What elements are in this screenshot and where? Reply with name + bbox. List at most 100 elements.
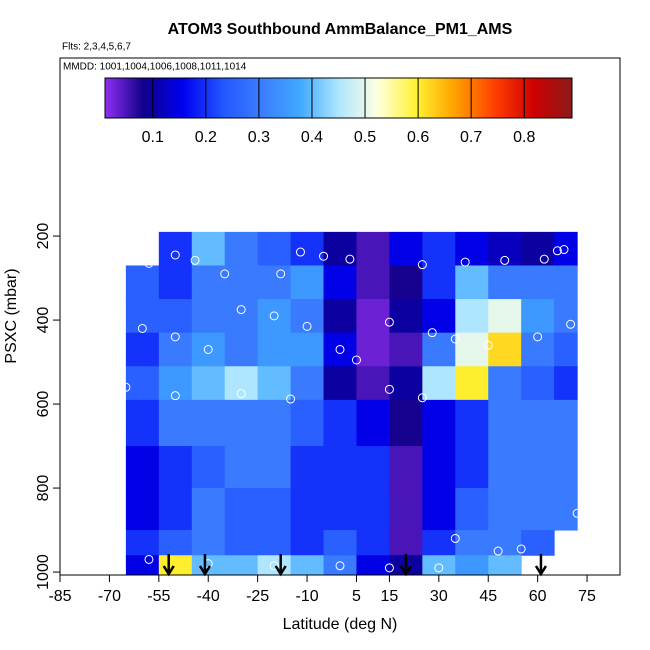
observation-point xyxy=(286,394,296,404)
y-tick-label: 400 xyxy=(35,307,52,334)
heat-cell xyxy=(191,488,226,531)
observation-point xyxy=(539,254,549,264)
heat-cell xyxy=(323,231,357,266)
colorbar-tick-label: 0.6 xyxy=(407,129,429,146)
y-tick-label: 600 xyxy=(35,391,52,418)
observation-point xyxy=(460,257,470,267)
heat-cell xyxy=(224,530,259,556)
heat-cell xyxy=(191,299,226,334)
heat-cell xyxy=(257,265,292,300)
observation-point xyxy=(566,319,576,329)
observation-point xyxy=(137,323,147,333)
heat-cell xyxy=(422,265,456,300)
heat-cell xyxy=(488,366,522,401)
heat-cell xyxy=(323,446,357,489)
subtitle: Flts: 2,3,4,5,6,7 xyxy=(62,42,131,53)
observation-point xyxy=(236,305,246,315)
observation-point xyxy=(335,561,345,571)
x-tick-label: 15 xyxy=(381,588,399,605)
heat-cell xyxy=(521,446,555,489)
heat-cell xyxy=(422,555,456,576)
heat-cell xyxy=(356,555,390,576)
observation-point xyxy=(417,393,427,403)
heat-cell xyxy=(224,399,259,447)
observation-point xyxy=(450,533,460,543)
heat-cell xyxy=(125,265,160,300)
heat-cell xyxy=(422,332,456,367)
heat-cell xyxy=(224,446,259,489)
y-axis-label: PSXC (mbar) xyxy=(3,268,20,363)
heat-cell xyxy=(125,299,160,334)
observation-point xyxy=(114,245,124,255)
heat-cell xyxy=(521,530,555,556)
heat-cell xyxy=(455,299,489,334)
heat-cell xyxy=(356,446,390,489)
heat-cell xyxy=(125,530,160,556)
colorbar xyxy=(104,77,573,119)
heat-cell xyxy=(455,265,489,300)
observation-point xyxy=(384,563,394,573)
observation-point xyxy=(500,255,510,265)
heat-cell xyxy=(389,488,423,531)
heat-cell xyxy=(455,555,489,576)
heat-cell xyxy=(554,446,578,489)
heat-cell xyxy=(290,488,325,531)
heat-cell xyxy=(257,299,292,334)
observation-point xyxy=(493,546,503,556)
heat-cell xyxy=(356,299,390,334)
observation-point xyxy=(351,355,361,365)
plot-frame xyxy=(59,57,621,576)
heat-cell xyxy=(290,332,325,367)
heat-cell xyxy=(389,446,423,489)
x-tick-label: -40 xyxy=(197,588,220,605)
colorbar-tick-label: 0.7 xyxy=(460,129,482,146)
observation-point xyxy=(144,554,154,564)
observation-point xyxy=(384,317,394,327)
arrow xyxy=(162,554,175,577)
heat-cell xyxy=(125,488,160,531)
observation-point xyxy=(95,244,105,254)
heat-cell xyxy=(290,231,325,266)
heat-cell xyxy=(290,446,325,489)
observation-point xyxy=(450,334,460,344)
heat-cell xyxy=(257,231,292,266)
observation-point xyxy=(88,512,98,522)
x-tick-label: -70 xyxy=(98,588,121,605)
arrow xyxy=(274,554,287,577)
heat-cell xyxy=(422,231,456,266)
observation-point xyxy=(104,315,114,325)
heat-cell xyxy=(521,299,555,334)
heat-cell xyxy=(158,399,193,447)
heat-cell xyxy=(389,399,423,447)
heat-cell xyxy=(455,488,489,531)
heat-cell xyxy=(257,446,292,489)
y-tick-label: 1000 xyxy=(35,554,52,590)
x-tick-label: 5 xyxy=(352,588,361,605)
observation-point xyxy=(170,332,180,342)
heat-cell xyxy=(191,332,226,367)
heat-cell xyxy=(125,366,160,401)
annotation: MMDD: 1001,1004,1006,1008,1011,1014 xyxy=(63,62,247,73)
heat-cell xyxy=(389,332,423,367)
colorbar-tick-label: 0.8 xyxy=(513,129,535,146)
x-tick-label: -25 xyxy=(246,588,269,605)
heat-cell xyxy=(158,231,193,266)
heat-cell xyxy=(521,231,555,266)
heat-cell xyxy=(191,265,226,300)
heat-cell xyxy=(290,555,325,576)
heat-cell xyxy=(521,332,555,367)
colorbar-tick-label: 0.4 xyxy=(301,129,323,146)
heat-cell xyxy=(191,530,226,556)
heat-cell xyxy=(554,299,578,334)
observation-point xyxy=(121,382,131,392)
heat-cell xyxy=(224,332,259,367)
observation-point xyxy=(572,508,582,518)
heat-cell xyxy=(158,446,193,489)
heat-cell xyxy=(422,299,456,334)
heat-cell xyxy=(356,366,390,401)
colorbar-tick-label: 0.1 xyxy=(142,129,164,146)
heat-cell xyxy=(455,231,489,266)
heat-cell xyxy=(323,265,357,300)
x-tick-label: 75 xyxy=(578,588,596,605)
heat-cell xyxy=(356,332,390,367)
